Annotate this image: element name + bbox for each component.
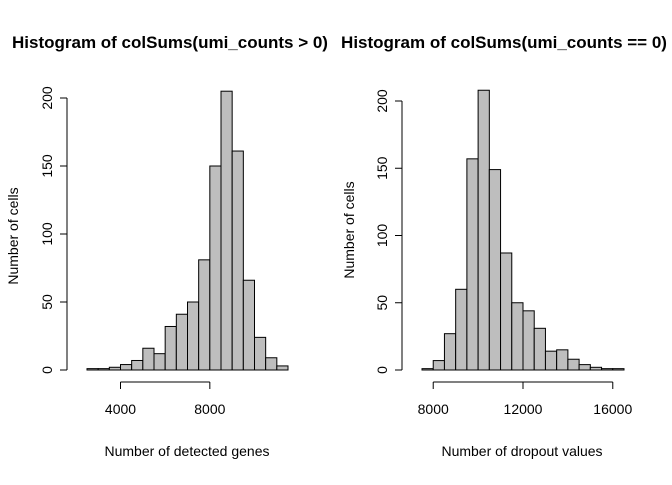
x-tick-label: 12000	[504, 401, 543, 417]
chart-title: Histogram of colSums(umi_counts > 0)	[12, 33, 328, 52]
y-axis-label: Number of cells	[5, 187, 21, 284]
y-tick-label: 150	[39, 154, 55, 178]
histogram-bar	[265, 357, 278, 371]
histogram-bar	[276, 365, 289, 371]
histogram-bar	[120, 364, 133, 371]
histogram-bar	[511, 302, 524, 371]
histogram-bar	[220, 90, 233, 371]
panel-left: Histogram of colSums(umi_counts > 0) Num…	[5, 33, 328, 459]
y-tick-label: 150	[374, 156, 390, 180]
y-tick-label: 100	[374, 224, 390, 248]
plot-area: 0 50 100 150 200 4000 8000	[39, 86, 289, 417]
y-tick-label: 0	[374, 366, 390, 374]
histogram-bar	[455, 288, 468, 371]
histogram-bar	[421, 368, 434, 371]
histogram-bar	[601, 368, 614, 371]
histogram-bar	[488, 169, 502, 371]
histogram-bar	[522, 310, 535, 371]
y-axis-label: Number of cells	[341, 181, 357, 278]
histogram-bar	[432, 360, 445, 371]
histogram-bar	[97, 368, 110, 371]
histogram-bar	[231, 150, 244, 371]
histogram-bar	[556, 349, 569, 371]
histogram-bar	[131, 359, 144, 371]
y-tick-label: 0	[39, 366, 55, 374]
histogram-bar	[209, 165, 222, 371]
y-tick-label: 50	[39, 294, 55, 310]
histogram-bar	[533, 327, 546, 371]
histogram-bar	[544, 350, 558, 371]
plot-area: 0 50 100 150 200 8000 12000 16000	[374, 89, 632, 417]
y-tick-label: 50	[374, 295, 390, 311]
histogram-bar	[86, 368, 99, 371]
histogram-bar	[578, 364, 591, 371]
histogram-bar	[500, 252, 513, 371]
histogram-bar	[164, 325, 177, 371]
y-tick-label: 200	[374, 89, 390, 113]
histogram-bar	[254, 336, 267, 371]
histogram-bar	[175, 313, 188, 371]
histogram-bar	[443, 333, 457, 371]
histogram-bar	[242, 279, 255, 371]
x-axis-label: Number of dropout values	[441, 443, 602, 459]
histogram-bar	[198, 259, 211, 371]
x-tick-label: 4000	[105, 401, 136, 417]
histogram-bar	[612, 368, 625, 371]
x-tick-label: 16000	[593, 401, 632, 417]
x-tick-label: 8000	[194, 401, 225, 417]
y-tick-label: 200	[39, 86, 55, 110]
panel-right: Histogram of colSums(umi_counts == 0) Nu…	[341, 33, 667, 459]
y-tick-label: 100	[39, 222, 55, 246]
histogram-bar	[187, 301, 200, 371]
x-axis-label: Number of detected genes	[105, 443, 270, 459]
histogram-bar	[153, 353, 166, 371]
histogram-bar	[589, 366, 603, 371]
histogram-bar	[108, 366, 122, 371]
histogram-bar	[477, 89, 490, 371]
histogram-bar	[466, 158, 479, 371]
histogram-bar	[142, 347, 155, 371]
x-tick-label: 8000	[418, 401, 449, 417]
chart-title: Histogram of colSums(umi_counts == 0)	[341, 33, 667, 52]
histogram-bar	[567, 358, 580, 371]
